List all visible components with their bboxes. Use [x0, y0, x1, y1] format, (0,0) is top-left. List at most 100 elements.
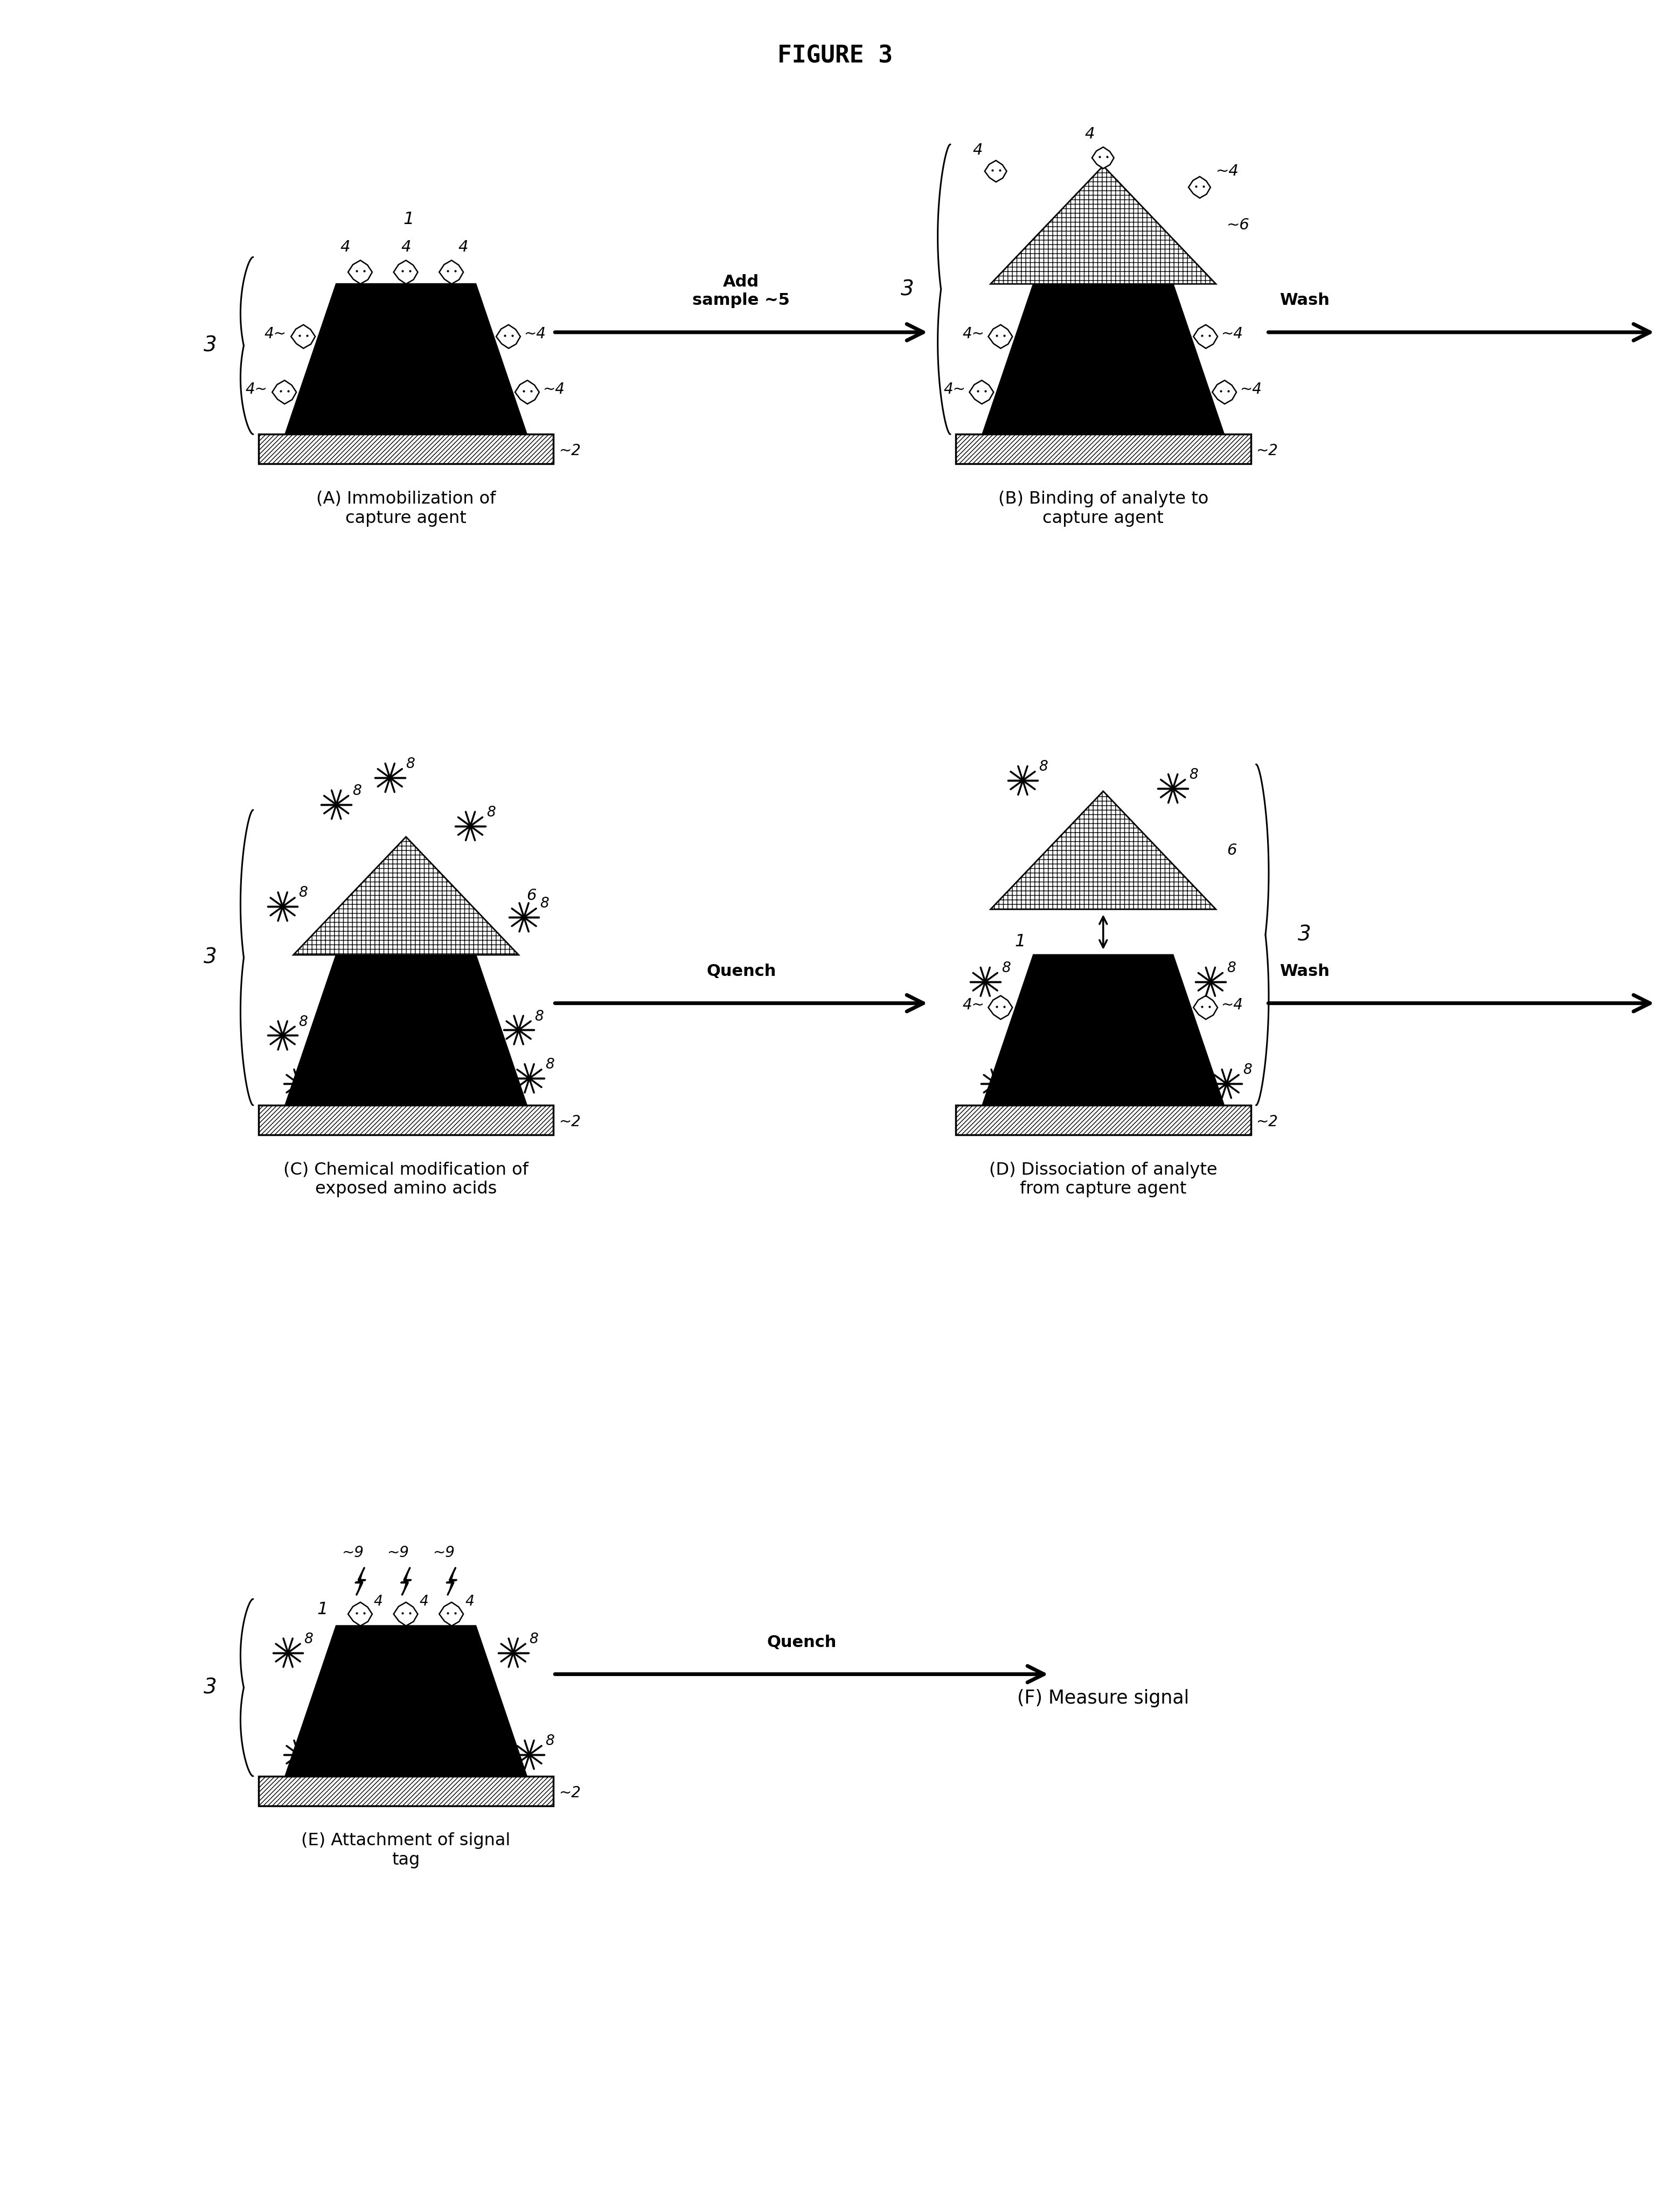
Text: 8: 8 — [1188, 768, 1198, 783]
Polygon shape — [1212, 380, 1237, 405]
Text: 1: 1 — [1014, 257, 1026, 274]
Polygon shape — [447, 1568, 456, 1595]
Text: 4~: 4~ — [962, 327, 984, 341]
Text: 1: 1 — [404, 210, 414, 228]
Polygon shape — [991, 792, 1215, 909]
Text: 3: 3 — [900, 279, 913, 299]
Text: 4: 4 — [1084, 126, 1094, 142]
Bar — [258, 434, 553, 465]
Polygon shape — [292, 325, 315, 347]
Text: 4~: 4~ — [265, 327, 287, 341]
Polygon shape — [285, 283, 526, 434]
Text: 8: 8 — [1242, 1064, 1252, 1077]
Polygon shape — [1093, 146, 1115, 168]
Polygon shape — [285, 1626, 526, 1776]
Text: (E) Attachment of signal
tag: (E) Attachment of signal tag — [302, 1832, 511, 1869]
Bar — [258, 1776, 553, 1805]
Polygon shape — [285, 956, 526, 1106]
Text: (D) Dissociation of analyte
from capture agent: (D) Dissociation of analyte from capture… — [989, 1161, 1217, 1197]
Polygon shape — [985, 161, 1007, 181]
Text: 8: 8 — [303, 1632, 313, 1646]
Text: 8: 8 — [298, 887, 308, 900]
Text: 4: 4 — [459, 239, 468, 254]
Bar — [955, 1106, 1250, 1135]
Text: ~2: ~2 — [558, 1115, 582, 1130]
Text: 8: 8 — [535, 1009, 543, 1024]
Text: Quench: Quench — [766, 1635, 836, 1650]
Text: ~2: ~2 — [1255, 442, 1279, 458]
Text: 1: 1 — [1014, 933, 1026, 949]
Polygon shape — [982, 956, 1223, 1106]
Text: 8: 8 — [1227, 962, 1235, 975]
Text: 8: 8 — [1012, 1064, 1021, 1077]
Polygon shape — [1193, 325, 1217, 347]
Polygon shape — [496, 325, 520, 347]
Text: ~9: ~9 — [342, 1546, 364, 1559]
Text: ~9: ~9 — [387, 1546, 409, 1559]
Text: 1: 1 — [317, 1601, 328, 1619]
Text: Add
sample ~5: Add sample ~5 — [692, 274, 789, 307]
Polygon shape — [394, 1601, 417, 1626]
Text: (B) Binding of analyte to
capture agent: (B) Binding of analyte to capture agent — [999, 491, 1208, 526]
Text: ~4: ~4 — [543, 383, 565, 396]
Text: Wash: Wash — [1279, 964, 1329, 980]
Text: 8: 8 — [1001, 962, 1011, 975]
Text: 8: 8 — [486, 805, 496, 821]
Text: Wash: Wash — [1279, 292, 1329, 307]
Polygon shape — [515, 380, 540, 405]
Text: 4~: 4~ — [962, 998, 984, 1013]
Text: 4~: 4~ — [245, 383, 268, 396]
Text: 8: 8 — [298, 1015, 308, 1029]
Text: ~4: ~4 — [1220, 998, 1244, 1013]
Bar — [955, 434, 1250, 465]
Text: ~4: ~4 — [523, 327, 546, 341]
Text: 8: 8 — [352, 785, 362, 799]
Text: ~4: ~4 — [1215, 164, 1239, 179]
Polygon shape — [272, 380, 297, 405]
Text: FIGURE 3: FIGURE 3 — [778, 44, 893, 66]
Text: 4: 4 — [419, 1595, 429, 1608]
Polygon shape — [969, 380, 994, 405]
Text: 3: 3 — [203, 336, 216, 356]
Polygon shape — [293, 836, 518, 956]
Text: 8: 8 — [545, 1057, 555, 1073]
Text: ~2: ~2 — [1255, 1115, 1279, 1130]
Text: ~6: ~6 — [1227, 217, 1250, 232]
Polygon shape — [349, 261, 372, 283]
Polygon shape — [1193, 995, 1217, 1020]
Text: (C) Chemical modification of
exposed amino acids: (C) Chemical modification of exposed ami… — [283, 1161, 528, 1197]
Polygon shape — [1188, 177, 1210, 199]
Polygon shape — [439, 261, 463, 283]
Text: 3: 3 — [203, 947, 216, 969]
Polygon shape — [989, 995, 1012, 1020]
Text: 6: 6 — [526, 889, 536, 902]
Text: 4: 4 — [340, 239, 350, 254]
Text: 1: 1 — [317, 931, 328, 947]
Polygon shape — [349, 1601, 372, 1626]
Bar — [258, 1106, 553, 1135]
Text: 4~: 4~ — [944, 383, 965, 396]
Polygon shape — [355, 1568, 365, 1595]
Text: 8: 8 — [315, 1734, 323, 1747]
Text: 3: 3 — [203, 1677, 216, 1699]
Text: ~2: ~2 — [558, 1785, 582, 1801]
Text: 8: 8 — [315, 1064, 323, 1077]
Text: 4: 4 — [972, 144, 982, 157]
Polygon shape — [989, 325, 1012, 347]
Text: 8: 8 — [530, 1632, 538, 1646]
Text: ~9: ~9 — [432, 1546, 454, 1559]
Polygon shape — [439, 1601, 463, 1626]
Text: 4: 4 — [401, 239, 411, 254]
Text: (F) Measure signal: (F) Measure signal — [1017, 1690, 1190, 1708]
Text: ~2: ~2 — [558, 442, 582, 458]
Text: 8: 8 — [406, 757, 416, 772]
Text: ~4: ~4 — [1220, 327, 1244, 341]
Text: 8: 8 — [540, 896, 550, 911]
Text: 6: 6 — [1227, 843, 1237, 858]
Text: 3: 3 — [1297, 925, 1311, 945]
Text: 4: 4 — [464, 1595, 474, 1608]
Text: 4: 4 — [374, 1595, 382, 1608]
Text: ~4: ~4 — [1240, 383, 1262, 396]
Text: Quench: Quench — [706, 964, 776, 980]
Text: (A) Immobilization of
capture agent: (A) Immobilization of capture agent — [317, 491, 496, 526]
